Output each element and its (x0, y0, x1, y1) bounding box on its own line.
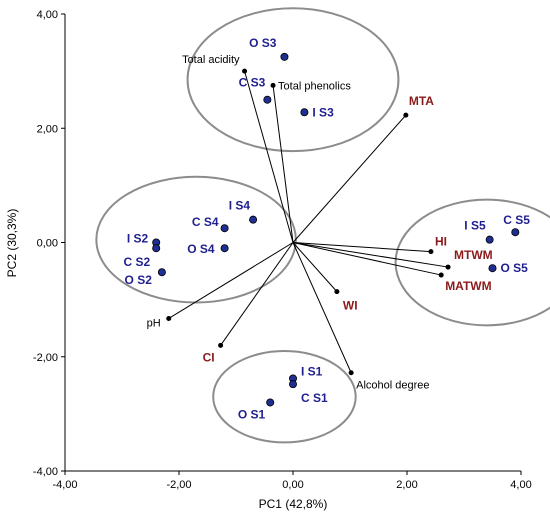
group-ellipse-3 (394, 198, 550, 327)
sample-c-s2-point (152, 244, 161, 253)
variable-total-phenolics-vector (272, 85, 294, 243)
sample-i-s4-label: I S4 (229, 199, 251, 213)
sample-o-s4-point (220, 244, 229, 253)
y-axis-title: PC2 (30,3%) (5, 209, 19, 278)
sample-c-s5-label: C S5 (503, 213, 530, 227)
variable-ph-label: pH (147, 317, 161, 329)
x-tick-label: 0,00 (282, 479, 303, 491)
point-labels: Total acidity Total phenolics MTA HI MTWM MAT… (124, 36, 531, 422)
variable-ci-vector (220, 242, 294, 346)
group-ellipse-4 (212, 350, 357, 444)
variable-wi-endpoint (334, 289, 340, 295)
variable-mtwm-label: MTWM (454, 248, 493, 262)
variable-ph-vector (168, 242, 294, 319)
variable-matwm-endpoint (438, 272, 444, 278)
sample-o-s2-point (157, 268, 166, 277)
variable-alcohol-degree-vector (292, 242, 352, 373)
sample-o-s2-label: O S2 (125, 273, 153, 287)
sample-i-s3-point (300, 108, 309, 117)
sample-c-s3-point (263, 95, 272, 104)
x-tick-group: -4,00 -2,00 0,00 2,00 4,00 (52, 471, 532, 491)
sample-o-s4-label: O S4 (187, 242, 215, 256)
variable-wi-vector (292, 242, 338, 292)
sample-o-s1-point (266, 398, 275, 407)
y-tick-group: 4,00 2,00 0,00 -2,00 -4,00 (33, 9, 65, 478)
variable-total-acidity-label: Total acidity (182, 54, 240, 66)
sample-o-s5-label: O S5 (501, 261, 529, 275)
sample-i-s3-label: I S3 (312, 105, 334, 119)
sample-i-s1-label: I S1 (301, 364, 323, 378)
sample-c-s1-point (288, 380, 297, 389)
variable-mta-label: MTA (409, 94, 434, 108)
variable-alcohol-degree-label: Alcohol degree (356, 380, 429, 392)
variable-mtwm-endpoint (445, 264, 451, 270)
group-ellipse-1 (186, 7, 400, 153)
variable-hi-vector (292, 242, 431, 253)
variable-total-acidity-vector (244, 70, 294, 243)
variable-ci-label: CI (203, 350, 215, 364)
sample-c-s5-point (511, 228, 520, 237)
variable-matwm-label: MATWM (445, 279, 491, 293)
sample-o-s5-point (488, 264, 497, 273)
sample-c-s4-point (220, 224, 229, 233)
variable-vectors (166, 68, 451, 376)
y-tick-label: -4,00 (33, 466, 58, 478)
variable-matwm-vector (292, 242, 442, 276)
sample-o-s3-label: O S3 (249, 36, 277, 50)
x-tick-label: -2,00 (166, 479, 191, 491)
variable-wi-label: WI (343, 299, 358, 313)
sample-i-s5-point (485, 235, 494, 244)
variable-total-acidity-endpoint (242, 68, 248, 74)
sample-c-s1-label: C S1 (301, 391, 328, 405)
variable-mta-vector (292, 114, 407, 243)
variable-hi-endpoint (428, 249, 434, 255)
sample-i-s4-point (249, 215, 258, 224)
variable-mtwm-vector (292, 242, 449, 268)
sample-c-s4-label: C S4 (192, 215, 219, 229)
variable-alcohol-degree-endpoint (348, 370, 354, 376)
variable-total-phenolics-label: Total phenolics (278, 80, 351, 92)
y-tick-label: 0,00 (37, 238, 58, 250)
variable-total-phenolics-endpoint (270, 82, 276, 88)
sample-i-s2-label: I S2 (127, 232, 149, 246)
variable-ph-endpoint (166, 315, 172, 321)
y-tick-label: 4,00 (37, 9, 58, 21)
sample-points (152, 52, 520, 407)
sample-o-s3-point (280, 52, 289, 61)
y-tick-label: -2,00 (33, 352, 58, 364)
sample-i-s5-label: I S5 (464, 219, 486, 233)
x-tick-label: 2,00 (396, 479, 417, 491)
sample-c-s3-label: C S3 (239, 76, 266, 90)
x-axis-title: PC1 (42,8%) (259, 497, 328, 511)
y-tick-label: 2,00 (37, 123, 58, 135)
sample-c-s2-label: C S2 (124, 255, 151, 269)
x-tick-label: -4,00 (52, 479, 77, 491)
sample-o-s1-label: O S1 (238, 407, 266, 421)
variable-mta-endpoint (403, 112, 409, 118)
variable-hi-label: HI (435, 235, 447, 249)
x-tick-label: 4,00 (510, 479, 531, 491)
variable-ci-endpoint (218, 342, 224, 348)
